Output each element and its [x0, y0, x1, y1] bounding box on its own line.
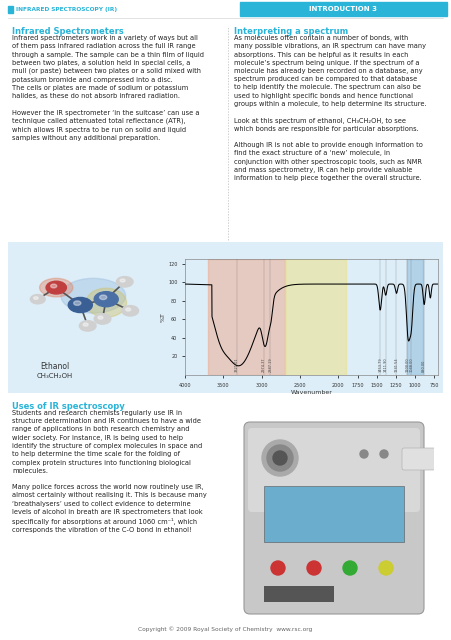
Text: 3321.01: 3321.01 — [235, 358, 239, 372]
Text: CH₃CH₂OH: CH₃CH₂OH — [37, 373, 73, 379]
Circle shape — [94, 292, 118, 307]
Circle shape — [379, 561, 393, 575]
Text: INTRODUCTION 3: INTRODUCTION 3 — [309, 6, 377, 12]
Circle shape — [68, 298, 92, 312]
Text: Ethanol: Ethanol — [41, 362, 69, 371]
Circle shape — [83, 323, 88, 326]
Text: 1048.00: 1048.00 — [410, 358, 413, 372]
Y-axis label: %T: %T — [160, 312, 165, 322]
Text: 1411.90: 1411.90 — [384, 358, 388, 372]
Text: 1241.54: 1241.54 — [395, 358, 398, 372]
Bar — [264, 586, 334, 602]
Circle shape — [98, 316, 103, 319]
Circle shape — [46, 281, 66, 294]
Circle shape — [262, 440, 298, 476]
Bar — [407, 259, 423, 375]
X-axis label: Wavenumber: Wavenumber — [290, 390, 332, 396]
Circle shape — [79, 321, 96, 331]
Circle shape — [343, 561, 357, 575]
Text: Copyright © 2009 Royal Society of Chemistry  www.rsc.org: Copyright © 2009 Royal Society of Chemis… — [138, 627, 312, 632]
FancyBboxPatch shape — [244, 422, 424, 614]
Circle shape — [94, 314, 111, 324]
Text: 2887.19: 2887.19 — [268, 358, 272, 372]
FancyBboxPatch shape — [402, 448, 451, 470]
FancyBboxPatch shape — [248, 428, 420, 512]
Ellipse shape — [61, 278, 126, 313]
Text: 1453.79: 1453.79 — [378, 358, 382, 372]
Bar — [240, 2, 447, 16]
Text: 880.00: 880.00 — [422, 360, 426, 372]
Circle shape — [271, 561, 285, 575]
Circle shape — [74, 301, 81, 305]
Ellipse shape — [40, 278, 73, 297]
Circle shape — [120, 279, 125, 282]
Circle shape — [116, 276, 133, 287]
Circle shape — [30, 294, 45, 304]
Text: Students and research chemists regularly use IR in
structure determination and I: Students and research chemists regularly… — [12, 410, 207, 533]
Circle shape — [51, 284, 57, 288]
Bar — [264, 486, 404, 542]
Circle shape — [267, 445, 293, 471]
Circle shape — [380, 450, 388, 458]
Circle shape — [307, 561, 321, 575]
Text: 2974.37: 2974.37 — [262, 358, 266, 372]
Circle shape — [34, 297, 38, 300]
Bar — [208, 259, 285, 375]
Text: Interpreting a spectrum: Interpreting a spectrum — [234, 27, 348, 36]
Circle shape — [360, 450, 368, 458]
Text: INFRARED SPECTROSCOPY (IR): INFRARED SPECTROSCOPY (IR) — [16, 7, 117, 12]
Text: Infrared spectrometers work in a variety of ways but all
of them pass infrared r: Infrared spectrometers work in a variety… — [12, 35, 204, 141]
Circle shape — [126, 308, 131, 311]
Text: Uses of IR spectroscopy: Uses of IR spectroscopy — [12, 402, 125, 411]
Ellipse shape — [86, 288, 127, 317]
Text: 1100.00: 1100.00 — [405, 358, 410, 372]
Bar — [8, 242, 443, 393]
Circle shape — [100, 295, 107, 300]
Text: As molecules often contain a number of bonds, with
many possible vibrations, an : As molecules often contain a number of b… — [234, 35, 427, 181]
Text: Infrared Spectrometers: Infrared Spectrometers — [12, 27, 124, 36]
Circle shape — [122, 305, 138, 316]
Circle shape — [273, 451, 287, 465]
Bar — [8, 6, 13, 13]
Bar — [285, 259, 346, 375]
